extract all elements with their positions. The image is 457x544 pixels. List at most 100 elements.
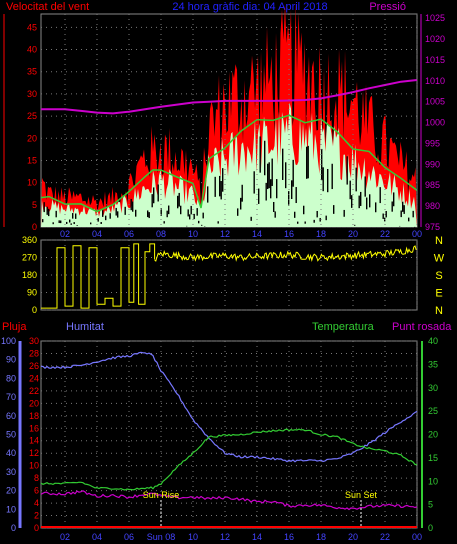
wind-speed-gap [264, 140, 266, 176]
wind-hour-label: 16 [284, 229, 294, 239]
wind-speed-gap [240, 197, 242, 210]
wind-speed-gap [58, 220, 60, 224]
wind-speed-gap [193, 213, 195, 220]
wind-speed-gap [271, 158, 273, 186]
wind-speed-gap [379, 187, 381, 204]
wind-speed-gap [366, 197, 368, 210]
temperature-tick-label: 35 [428, 359, 438, 369]
compass-label: N [435, 305, 443, 317]
rain-tick-label: 2 [34, 511, 39, 521]
wind-speed-gap [135, 209, 137, 217]
wind-speed-gap [294, 211, 296, 218]
wind-speed-tick-label: 25 [27, 111, 37, 121]
humidity-tick-label: 70 [6, 392, 16, 402]
wind-speed-gap [177, 195, 179, 209]
temperature-tick-label: 30 [428, 383, 438, 393]
humidity-line [40, 351, 418, 463]
humidity-tick-label: 0 [11, 523, 16, 533]
temperature-tick-label: 40 [428, 336, 438, 346]
rain-tick-label: 28 [29, 348, 39, 358]
direction-tick-label: 90 [27, 288, 37, 298]
wind-speed-gap [364, 176, 366, 197]
wind-speed-gap [295, 187, 297, 204]
wind-speed-gap [147, 210, 149, 218]
wind-speed-gap [115, 207, 117, 216]
wind-speed-gap [187, 209, 189, 217]
pressure-tick-label: 1005 [425, 97, 445, 107]
wind-speed-gap [168, 205, 170, 215]
dewpoint-line [40, 490, 418, 511]
wind-speed-gap [253, 171, 255, 194]
wind-hour-label: 04 [92, 229, 102, 239]
temperature-tick-label: 5 [428, 500, 433, 510]
wind-speed-gap [274, 211, 276, 218]
direction-tick-label: 360 [22, 235, 37, 245]
rain-tick-label: 30 [29, 336, 39, 346]
wind-hour-label: 06 [124, 229, 134, 239]
humidity-tick-label: 90 [6, 355, 16, 365]
wind-speed-gap [52, 222, 54, 225]
pressure-tick-label: 990 [425, 159, 440, 169]
wind-hour-label: 00 [412, 229, 422, 239]
wind-hour-label: 02 [60, 229, 70, 239]
rain-tick-label: 12 [29, 448, 39, 458]
rain-label: Pluja [2, 321, 27, 333]
wind-speed-gap [333, 205, 335, 214]
wind-speed-gap [124, 206, 126, 215]
wind-speed-gap [391, 201, 393, 212]
wind-speed-gap [291, 180, 293, 200]
wind-speed-gap [189, 214, 191, 220]
wind-speed-gap [360, 191, 362, 206]
wind-speed-gap [75, 213, 77, 219]
wind-speed-gap [276, 179, 278, 199]
rain-tick-label: 18 [29, 411, 39, 421]
temperature-tick-label: 10 [428, 476, 438, 486]
rain-tick-label: 0 [34, 523, 39, 533]
climate-hour-label: 06 [124, 532, 134, 542]
temperature-label: Temperatura [312, 321, 375, 333]
wind-speed-gap [48, 208, 50, 217]
compass-label: E [435, 288, 442, 300]
wind-speed-gap [219, 175, 221, 197]
wind-speed-gap [304, 221, 306, 224]
rain-tick-label: 22 [29, 386, 39, 396]
climate-hour-label: 18 [316, 532, 326, 542]
wind-speed-gap [46, 206, 48, 215]
wind-speed-gap [355, 167, 357, 192]
wind-speed-gap [180, 205, 182, 215]
humidity-tick-label: 60 [6, 411, 16, 421]
wind-speed-gap [343, 209, 345, 217]
pressure-tick-label: 1020 [425, 34, 445, 44]
climate-hour-label: 04 [92, 532, 102, 542]
wind-speed-gap [316, 210, 318, 218]
rain-tick-label: 4 [34, 498, 39, 508]
direction-tick-label: 180 [22, 270, 37, 280]
temperature-tick-label: 25 [428, 406, 438, 416]
climate-hour-label: Sun 08 [147, 532, 176, 542]
rain-tick-label: 20 [29, 398, 39, 408]
sunset-label: Sun Set [345, 490, 378, 500]
wind-speed-gap [202, 212, 204, 219]
wind-speed-gap [303, 205, 305, 215]
humidity-tick-label: 80 [6, 373, 16, 383]
wind-speed-tick-label: 35 [27, 67, 37, 77]
wind-speed-gap [220, 181, 222, 200]
pressure-title: Pressió [369, 1, 406, 13]
wind-speed-gap [346, 156, 348, 185]
wind-speed-gap [313, 219, 315, 223]
wind-speed-gap [325, 215, 327, 221]
wind-speed-gap [214, 176, 216, 197]
wind-speed-tick-label: 45 [27, 22, 37, 32]
wind-speed-gap [321, 148, 323, 181]
humidity-tick-label: 50 [6, 430, 16, 440]
temperature-tick-label: 0 [428, 523, 433, 533]
wind-speed-gap [43, 202, 45, 213]
wind-speed-gap [351, 195, 353, 208]
sunrise-label: Sun Rise [143, 490, 180, 500]
wind-speed-gap [385, 210, 387, 218]
wind-speed-gap [178, 192, 180, 207]
wind-speed-gap [237, 208, 239, 216]
wind-speed-gap [400, 210, 402, 218]
wind-speed-gap [198, 220, 200, 224]
rain-tick-label: 26 [29, 361, 39, 371]
